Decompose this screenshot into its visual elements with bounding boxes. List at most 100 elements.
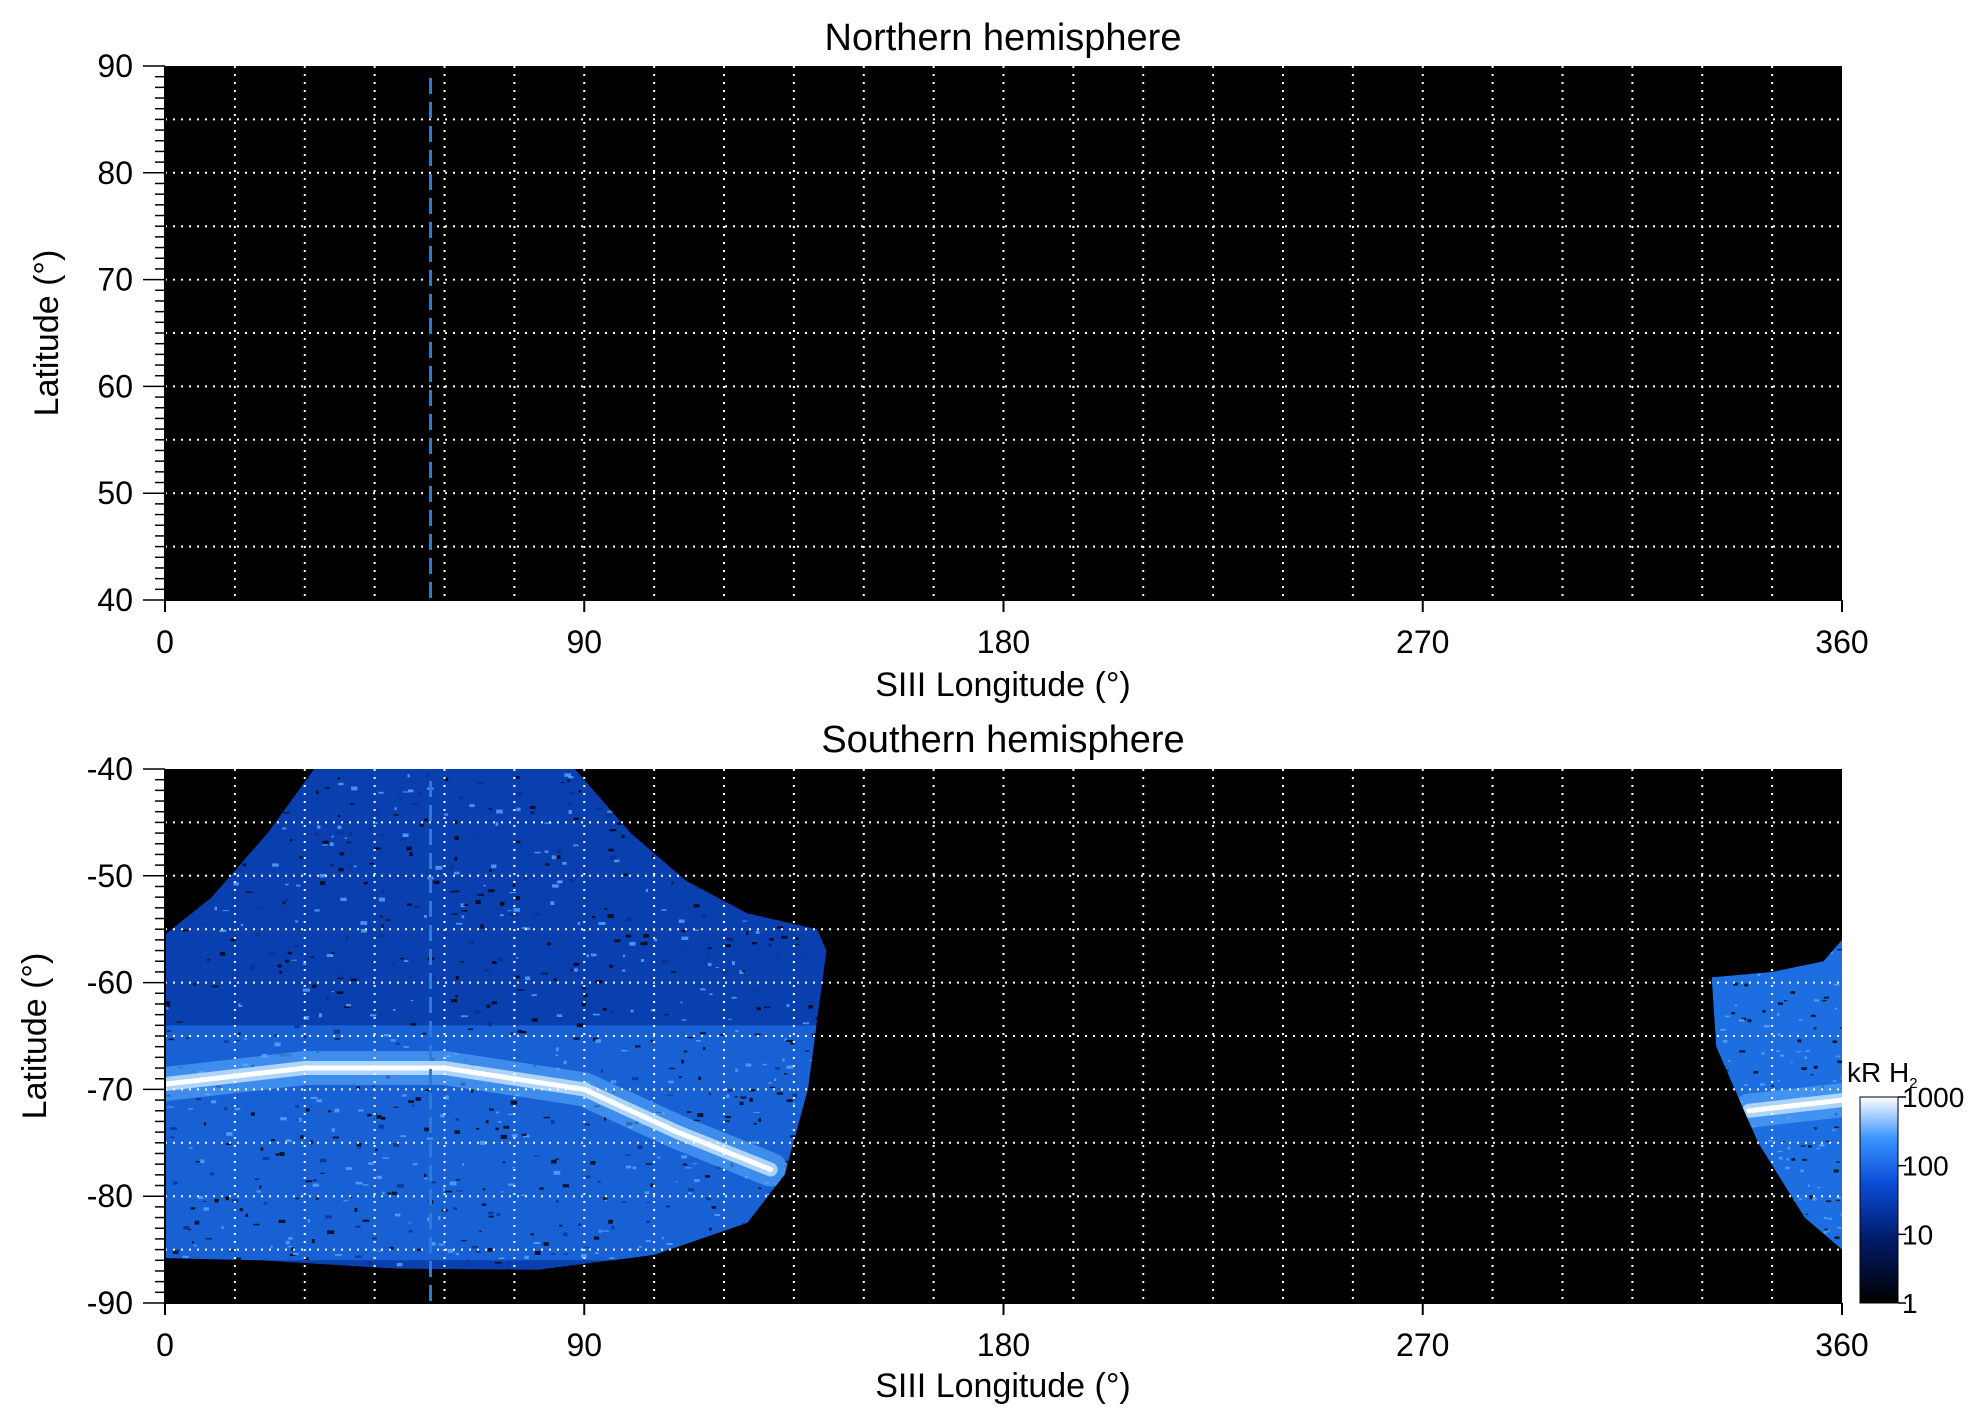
speckle bbox=[238, 1005, 243, 1007]
speckle bbox=[422, 1032, 427, 1035]
speckle bbox=[734, 1096, 738, 1098]
speckle bbox=[751, 1141, 758, 1144]
speckle bbox=[581, 1002, 586, 1007]
speckle bbox=[583, 1246, 590, 1248]
speckle bbox=[683, 946, 687, 948]
speckle bbox=[725, 1120, 730, 1122]
speckle bbox=[168, 1038, 174, 1041]
speckle bbox=[597, 1180, 601, 1183]
speckle bbox=[681, 1155, 687, 1159]
speckle bbox=[413, 905, 421, 909]
speckle bbox=[397, 1184, 404, 1188]
speckle bbox=[381, 924, 384, 928]
speckle bbox=[363, 881, 368, 885]
speckle bbox=[302, 988, 310, 992]
speckle bbox=[681, 1059, 684, 1064]
y-tick-label: 50 bbox=[97, 475, 133, 511]
speckle bbox=[350, 978, 357, 982]
speckle bbox=[602, 1007, 607, 1011]
speckle bbox=[501, 1191, 504, 1193]
speckle bbox=[551, 1253, 556, 1255]
speckle bbox=[1761, 1052, 1765, 1055]
speckle bbox=[303, 1035, 307, 1039]
speckle bbox=[776, 1092, 783, 1095]
speckle bbox=[540, 973, 546, 975]
speckle bbox=[285, 883, 289, 886]
speckle bbox=[802, 1022, 810, 1025]
speckle bbox=[521, 927, 528, 930]
speckle bbox=[683, 1050, 688, 1053]
speckle bbox=[582, 839, 585, 843]
speckle bbox=[644, 1191, 650, 1194]
speckle bbox=[1795, 1051, 1802, 1053]
speckle bbox=[303, 1016, 310, 1020]
speckle bbox=[568, 776, 574, 779]
speckle bbox=[555, 1054, 558, 1057]
speckle bbox=[626, 1165, 632, 1169]
speckle bbox=[305, 1108, 310, 1112]
speckle bbox=[375, 1148, 378, 1151]
speckle bbox=[568, 810, 572, 814]
speckle bbox=[479, 1230, 482, 1233]
speckle bbox=[321, 844, 328, 846]
speckle bbox=[607, 810, 614, 813]
x-tick-label: 360 bbox=[1815, 1327, 1868, 1363]
speckle bbox=[637, 1145, 643, 1150]
speckle bbox=[732, 961, 735, 966]
speckle bbox=[1720, 1028, 1726, 1031]
speckle bbox=[237, 1032, 241, 1035]
speckle bbox=[1739, 1019, 1745, 1022]
speckle bbox=[337, 831, 344, 835]
speckle bbox=[1834, 1007, 1837, 1010]
speckle bbox=[1739, 1050, 1746, 1053]
speckle bbox=[459, 796, 464, 800]
speckle bbox=[630, 1009, 634, 1013]
speckle bbox=[348, 831, 353, 836]
speckle bbox=[511, 1134, 518, 1138]
speckle bbox=[411, 802, 418, 806]
speckle bbox=[578, 1223, 581, 1226]
speckle bbox=[362, 1219, 370, 1222]
speckle bbox=[564, 773, 571, 777]
speckle bbox=[1778, 1156, 1783, 1160]
speckle bbox=[170, 1136, 175, 1139]
speckle bbox=[622, 969, 626, 972]
speckle bbox=[576, 1023, 584, 1028]
speckle bbox=[355, 1225, 361, 1228]
speckle bbox=[768, 944, 772, 946]
speckle bbox=[553, 978, 557, 981]
south-x-ticks: 0 90 180 270 360 bbox=[156, 1302, 1869, 1363]
north-title: Northern hemisphere bbox=[825, 17, 1182, 59]
speckle bbox=[769, 1086, 775, 1088]
speckle bbox=[753, 989, 757, 991]
auroral-oval-peak bbox=[165, 1065, 774, 1172]
speckle bbox=[403, 1046, 409, 1048]
speckle bbox=[790, 1042, 795, 1045]
speckle bbox=[316, 1196, 319, 1200]
speckle bbox=[331, 991, 334, 993]
speckle bbox=[611, 1226, 615, 1230]
speckle bbox=[255, 933, 260, 937]
speckle bbox=[340, 897, 347, 901]
speckle bbox=[291, 959, 297, 961]
colorbar-gradient bbox=[1859, 1096, 1899, 1304]
speckle bbox=[393, 1106, 399, 1108]
speckle bbox=[573, 962, 580, 966]
speckle bbox=[586, 954, 589, 958]
speckle bbox=[767, 1082, 772, 1084]
speckle bbox=[382, 1157, 390, 1159]
speckle bbox=[798, 956, 803, 958]
north-grid bbox=[165, 66, 1842, 600]
speckle bbox=[419, 823, 424, 827]
speckle bbox=[324, 787, 330, 789]
colorbar-tick-label: 10 bbox=[1902, 1219, 1933, 1250]
speckle bbox=[530, 805, 536, 809]
speckle bbox=[610, 855, 616, 860]
speckle bbox=[400, 957, 404, 960]
speckle bbox=[1790, 1062, 1793, 1064]
speckle bbox=[545, 863, 550, 866]
speckle bbox=[531, 994, 537, 997]
y-tick-label: 80 bbox=[97, 155, 133, 191]
speckle bbox=[483, 884, 486, 887]
speckle bbox=[229, 908, 233, 910]
